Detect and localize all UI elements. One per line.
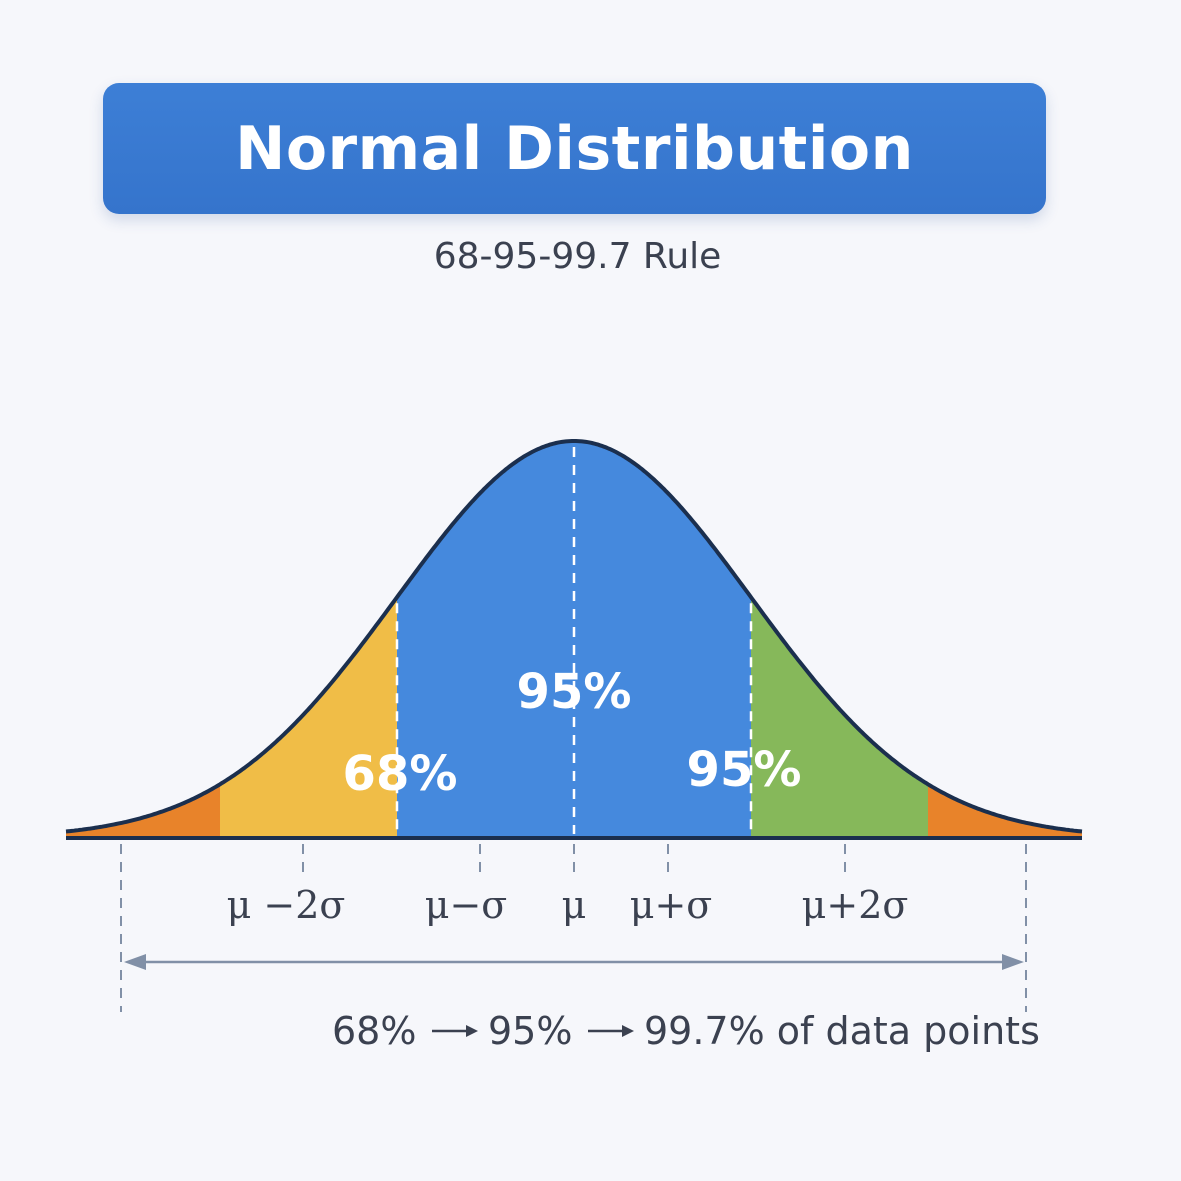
- region-label-1: 68%: [343, 746, 458, 802]
- tick-label-4: μ+2σ: [802, 883, 909, 927]
- tick-label-0: μ −2σ: [227, 883, 346, 927]
- range-arrow-left-head: [124, 954, 146, 970]
- region-label-3: 95%: [687, 742, 802, 798]
- caption-part-95: 95%: [488, 1009, 572, 1053]
- title-banner: Normal Distribution: [103, 83, 1046, 214]
- dashed-lines-group: [120, 447, 1027, 1012]
- caption-part-68: 68%: [332, 1009, 416, 1053]
- caption-part-997: 99.7% of data points: [644, 1009, 1040, 1053]
- caption: 68% 95% 99.7% of data points: [332, 1009, 1040, 1053]
- tick-label-3: μ+σ: [630, 883, 712, 927]
- caption-arrow-2-icon: [588, 1025, 634, 1037]
- tick-label-1: μ−σ: [425, 883, 507, 927]
- bell-curve: [65, 439, 1083, 834]
- region-4: [928, 784, 1082, 838]
- subtitle: 68-95-99.7 Rule: [433, 236, 722, 277]
- region-label-2: 95%: [517, 664, 632, 720]
- range-arrow: [124, 954, 1024, 970]
- caption-arrow-1-icon: [432, 1025, 478, 1037]
- tick-labels-group: μ −2σ μ−σ μ μ+σ μ+2σ: [227, 883, 909, 927]
- tick-label-2: μ: [562, 883, 587, 927]
- region-0: [66, 784, 220, 838]
- percent-labels-group: 68% 95% 95%: [343, 664, 802, 802]
- title: Normal Distribution: [235, 113, 914, 184]
- region-2: [397, 441, 751, 838]
- range-arrow-right-head: [1002, 954, 1024, 970]
